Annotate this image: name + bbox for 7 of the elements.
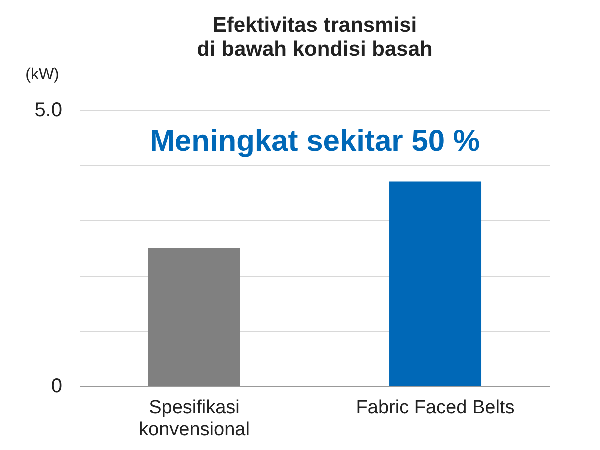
x-tick-label: Spesifikasi konvensional (139, 398, 250, 440)
y-tick-label: 5.0 (34, 100, 62, 122)
annotation: Meningkat sekitar 50 % (150, 125, 480, 158)
chart-title: Efektivitas transmisi di bawah kondisi basah (197, 14, 433, 61)
y-tick-label: 0 (51, 376, 62, 398)
y-axis-title: (kW) (26, 66, 60, 84)
x-tick-label: Fabric Faced Belts (356, 398, 515, 418)
